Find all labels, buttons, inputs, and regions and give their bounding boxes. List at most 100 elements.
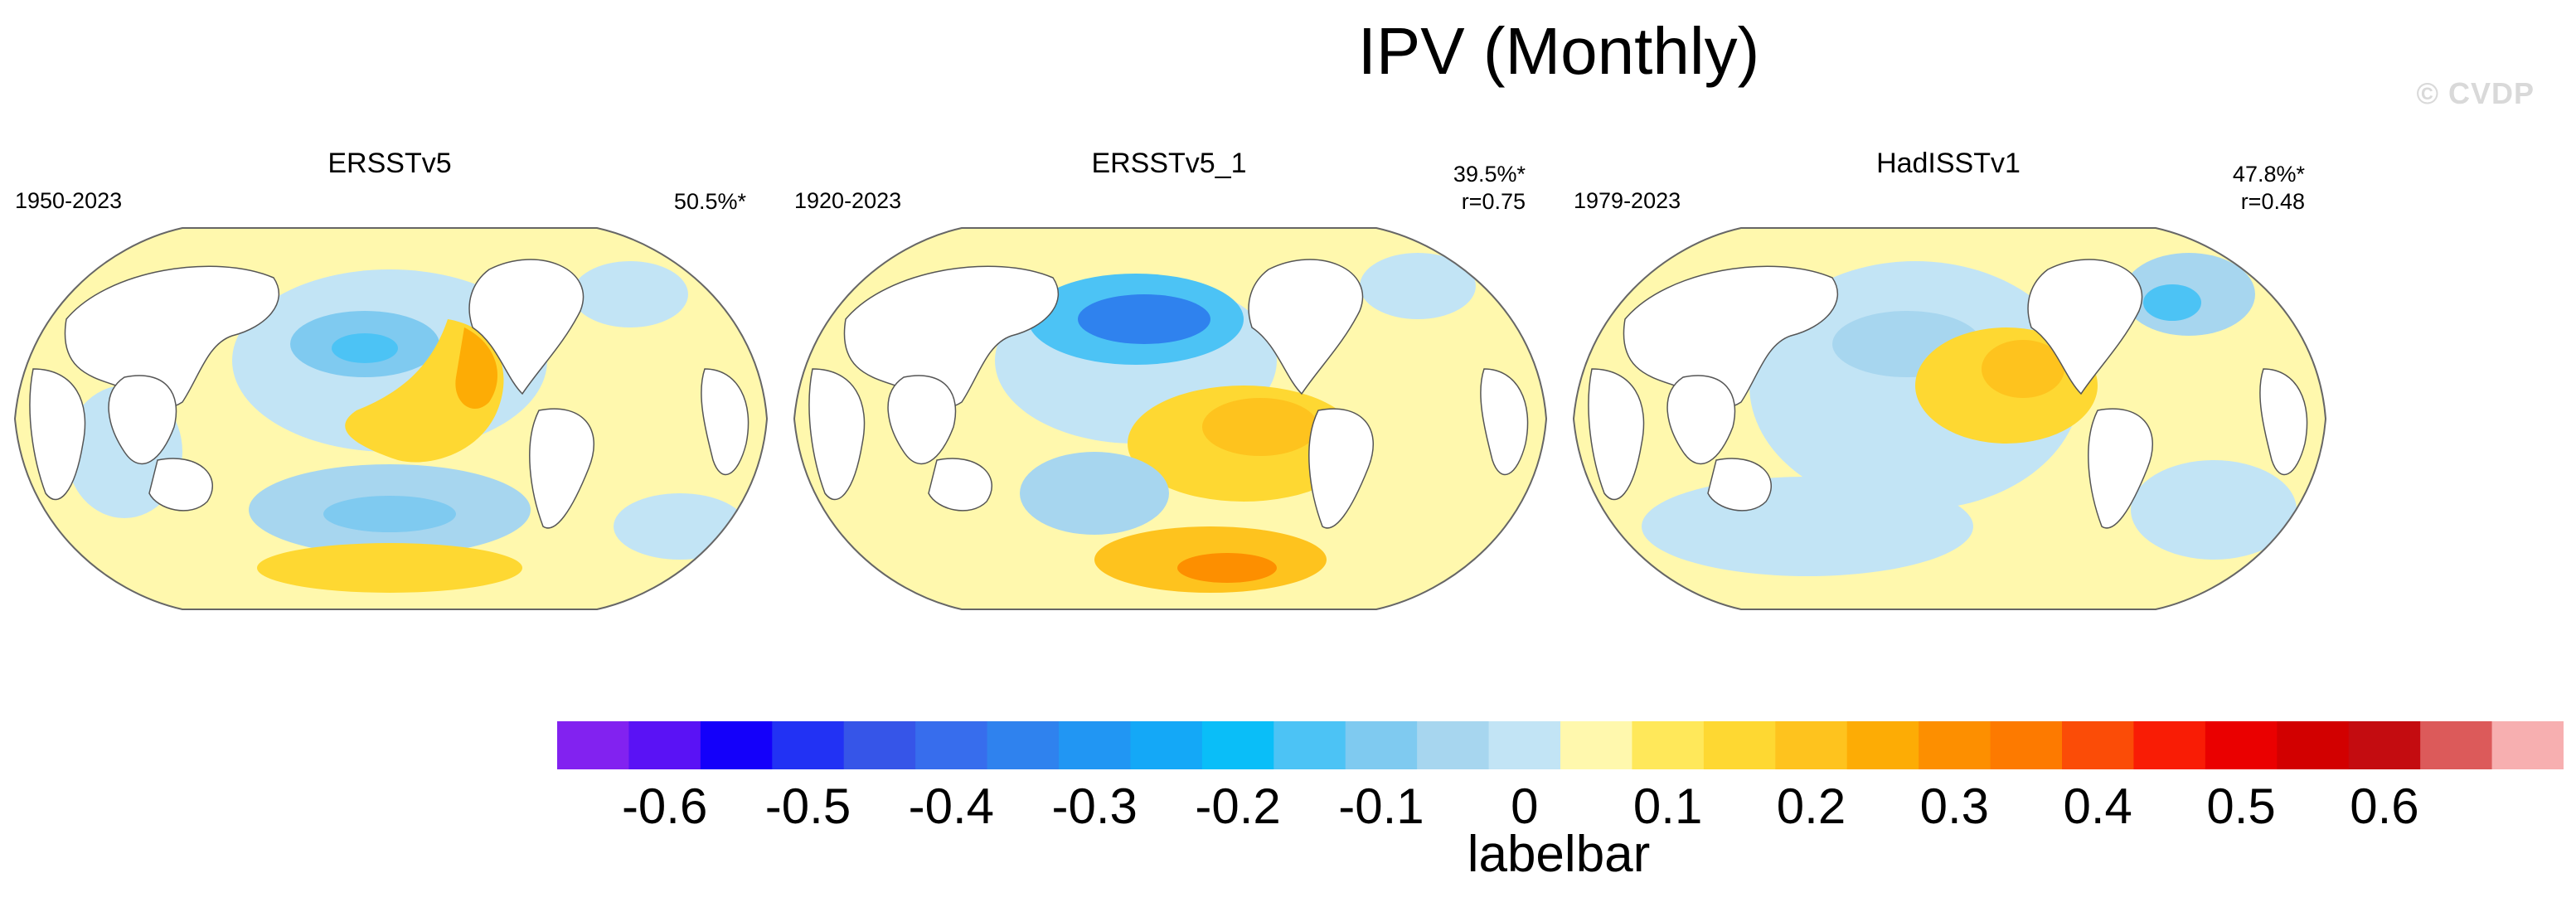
landmass-south-america [1308, 408, 1374, 529]
colorbar-tick-label: 0.1 [1632, 778, 1703, 834]
colorbar-swatch [1990, 721, 2063, 769]
anomaly-patch [257, 543, 522, 593]
panel-correlation: r=0.48 [2240, 189, 2305, 214]
panel-years: 1950-2023 [15, 188, 123, 213]
anomaly-patch [455, 327, 497, 410]
colorbar-tick-label: 0 [1511, 778, 1539, 834]
anomaly-patch [332, 333, 398, 363]
panel-percent: 47.8%* [2232, 162, 2305, 187]
colorbar-swatch [2277, 721, 2350, 769]
landmass-africa-east [2259, 368, 2308, 476]
anomaly-patch [572, 261, 688, 327]
colorbar-swatch [1703, 721, 1776, 769]
colorbar-swatch [2348, 721, 2421, 769]
landmass-north-america [468, 259, 585, 395]
colorbar-swatch [2420, 721, 2493, 769]
colorbar-swatch [1488, 721, 1561, 769]
colorbar-title: labelbar [1467, 826, 1651, 883]
figure-title: IPV (Monthly) [1357, 14, 1760, 88]
colorbar-tick-label: 0.5 [2206, 778, 2276, 834]
panel-title: ERSSTv5_1 [1091, 148, 1247, 179]
colorbar-swatch [557, 721, 629, 769]
colorbar-swatch [1130, 721, 1203, 769]
colorbar-swatch [2491, 721, 2564, 769]
colorbar-tick-label: -0.3 [1051, 778, 1138, 834]
map-border [13, 227, 769, 610]
watermark-text: © CVDP [2416, 76, 2535, 110]
panel-years: 1920-2023 [794, 188, 902, 213]
colorbar-swatch [1775, 721, 1848, 769]
anomaly-patch [1360, 253, 1476, 319]
colorbar-tick-label: -0.1 [1338, 778, 1424, 834]
landmass-asia-south [108, 375, 177, 465]
colorbar-swatch [987, 721, 1060, 769]
landmass-eurasia [1623, 265, 1838, 409]
panel-years: 1979-2023 [1574, 188, 1681, 213]
anomaly-patch [1177, 553, 1277, 583]
colorbar-swatch [2133, 721, 2206, 769]
landmass-africa [808, 368, 866, 501]
panel-correlation: r=0.75 [1461, 189, 1526, 214]
map-panel-ersstv5-1: ERSSTv5_1 1920-2023 39.5%* r=0.75 [779, 141, 1559, 672]
colorbar-swatch [1919, 721, 1991, 769]
colorbar-swatch [1059, 721, 1131, 769]
panel-percent: 39.5%* [1453, 162, 1526, 187]
anomaly-patch [323, 496, 456, 532]
landmass-eurasia [843, 265, 1059, 409]
panel-stats: 39.5%* r=0.75 [1453, 161, 1526, 216]
map-border [1572, 227, 2327, 610]
panel-percent: 50.5%* [673, 189, 746, 214]
landmass-australia [1707, 458, 1772, 512]
landmass-north-america [1248, 259, 1364, 395]
landmass-australia [928, 458, 992, 512]
colorbar-swatch [2205, 721, 2278, 769]
colorbar-swatch [1632, 721, 1705, 769]
landmass-australia [148, 458, 213, 512]
landmass-asia-south [1666, 375, 1736, 465]
colorbar-tick-label: -0.6 [621, 778, 708, 834]
landmass-africa-east [1480, 368, 1529, 476]
colorbar-swatch [1560, 721, 1632, 769]
panel-stats: 47.8%* r=0.48 [2233, 161, 2305, 216]
panel-title: ERSSTv5 [327, 148, 452, 179]
landmass-asia-south [887, 375, 957, 465]
anomaly-patch [1078, 294, 1210, 344]
colorbar-tick-label: 0.3 [1919, 778, 1990, 834]
colorbar-swatch [1345, 721, 1418, 769]
landmass-south-america [2088, 408, 2153, 529]
colorbar-tick-label: -0.4 [908, 778, 995, 834]
anomaly-patch [1982, 340, 2064, 398]
colorbar-swatch [1273, 721, 1346, 769]
colorbar [557, 721, 2564, 769]
map-panel-ersstv5: ERSSTv5 1950-2023 50.5%* [0, 141, 779, 672]
landmass-africa [29, 368, 86, 501]
anomaly-patch [2143, 284, 2201, 321]
colorbar-swatch [1846, 721, 1919, 769]
anomaly-patch [1020, 452, 1169, 535]
panel-title: HadISSTv1 [1876, 148, 2021, 179]
colorbar-swatch [2062, 721, 2134, 769]
map-panel-hadisstv1: HadISSTv1 1979-2023 47.8%* r=0.48 [1559, 141, 2338, 672]
colorbar-swatch [1201, 721, 1274, 769]
colorbar-tick-label: 0.4 [2063, 778, 2132, 834]
colorbar-swatch [843, 721, 916, 769]
landmass-africa-east [701, 368, 750, 476]
colorbar-tick-label: 0.6 [2350, 778, 2419, 834]
colorbar-swatch [628, 721, 701, 769]
anomaly-patch [1642, 477, 1973, 576]
colorbar-tick-label: -0.5 [764, 778, 851, 834]
colorbar-swatch [915, 721, 988, 769]
world-map [13, 227, 769, 610]
colorbar-swatch [1417, 721, 1490, 769]
anomaly-patch [1202, 398, 1318, 456]
landmass-south-america [529, 408, 594, 529]
map-border [793, 227, 1548, 610]
colorbar-tick-label: -0.2 [1195, 778, 1281, 834]
colorbar-swatch [700, 721, 773, 769]
landmass-africa [1588, 368, 1645, 501]
world-map [793, 227, 1548, 610]
landmass-north-america [2027, 259, 2143, 395]
anomaly-patch [2131, 460, 2297, 560]
colorbar-swatch [772, 721, 845, 769]
colorbar-tick-label: 0.2 [1776, 778, 1846, 834]
